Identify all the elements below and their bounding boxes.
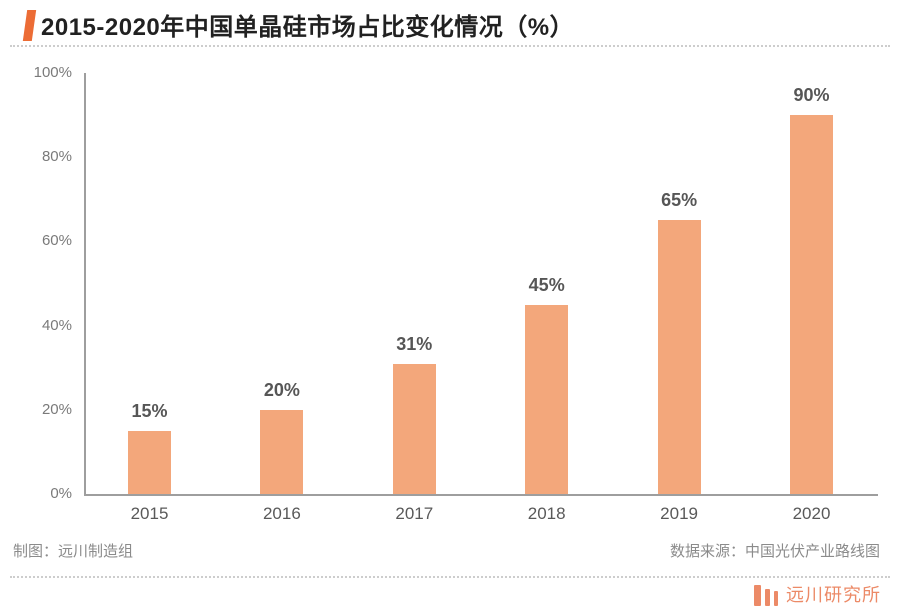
- bar-value-label: 20%: [263, 379, 300, 400]
- page-title: 2015-2020年中国单晶硅市场占比变化情况（%）: [41, 14, 575, 41]
- bar-2017: [392, 363, 436, 494]
- y-axis-tick-label: 80%: [41, 148, 72, 166]
- three-bars-icon: [754, 585, 778, 606]
- x-axis-label: 2017: [395, 504, 434, 523]
- y-axis-tick-label: 100%: [33, 64, 72, 81]
- x-axis-label: 2015: [130, 504, 169, 523]
- x-axis-label: 2016: [262, 504, 301, 523]
- x-axis-label: 2019: [660, 504, 698, 523]
- x-axis-label: 2018: [527, 504, 566, 523]
- y-axis-tick-label: 40%: [41, 316, 72, 334]
- y-axis-tick-label: 60%: [41, 232, 72, 250]
- bar-value-label: 65%: [661, 190, 698, 211]
- bar-value-label: 15%: [131, 400, 168, 421]
- y-axis-tick-label: 20%: [41, 400, 72, 418]
- x-axis: 2015 2016 2017 2018 2019 2020: [84, 504, 878, 526]
- bar-2019: [657, 220, 701, 494]
- data-source-caption: 数据来源：中国光伏产业路线图: [669, 543, 880, 560]
- brand-mark: 远川研究所: [754, 584, 881, 606]
- bar-value-label: 31%: [396, 333, 433, 354]
- chart-author-caption: 制图：远川制造组: [13, 543, 134, 560]
- plot-area: 15% 20% 31% 45% 65% 90%: [84, 73, 878, 496]
- bar-value-label: 45%: [528, 274, 565, 295]
- footer-divider: [10, 576, 890, 578]
- y-axis-tick-label: 0%: [50, 485, 72, 502]
- bar-value-label: 90%: [793, 85, 830, 106]
- bar-2015: [128, 430, 171, 494]
- brand-name: 远川研究所: [786, 585, 881, 605]
- bar-2020: [790, 115, 833, 494]
- bar-2016: [260, 409, 304, 494]
- title-accent-bar-icon: [22, 10, 37, 41]
- bar-2018: [525, 304, 569, 494]
- x-axis-label: 2020: [792, 504, 831, 523]
- header-divider: [10, 45, 890, 47]
- y-axis: 0% 20% 40% 60% 80% 100%: [0, 64, 72, 502]
